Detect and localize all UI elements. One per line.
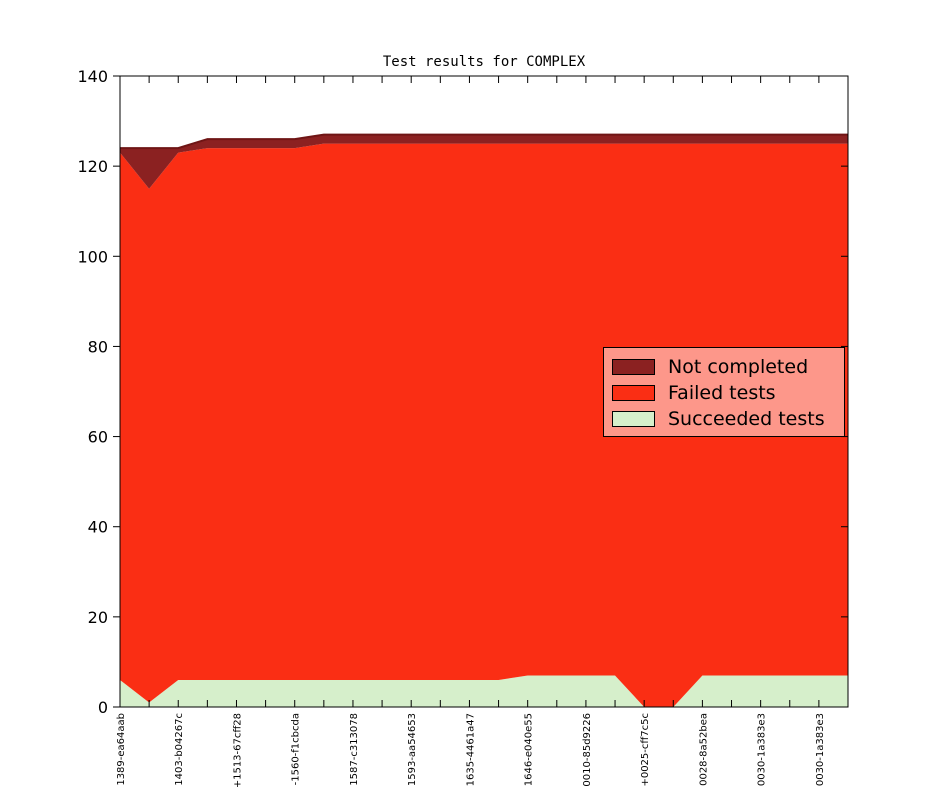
axes-frame [119, 75, 849, 708]
y-tick-label: 40 [88, 518, 108, 537]
x-tick-label: 1587-c313078 [349, 713, 360, 786]
x-tick-label: 1593-aa54653 [407, 713, 418, 786]
x-tick-label: 0028-8a52bea [698, 713, 709, 786]
legend-item-failed: Failed tests [612, 380, 844, 406]
legend-swatch-not-completed [612, 359, 655, 375]
y-tick-label: 120 [77, 157, 108, 176]
y-tick-label: 20 [88, 608, 108, 627]
y-tick-label: 100 [77, 247, 108, 266]
legend-swatch-failed [612, 385, 655, 401]
chart-title: Test results for COMPLEX [382, 54, 586, 70]
x-tick-label: 0010-85d9226 [582, 713, 593, 787]
y-tick-label: 60 [88, 428, 108, 447]
x-tick-label: 1389-ea64aab [116, 713, 127, 786]
x-tick-label: 0030-1a383e3 [757, 713, 768, 786]
legend-item-succeeded: Succeeded tests [612, 406, 844, 432]
x-tick-label: -1560-f1cbcda [291, 713, 302, 785]
area-failed [120, 143, 848, 708]
x-tick-label: 1403-b04267c [174, 713, 185, 786]
total-edge-line [120, 133, 848, 150]
legend: Not completed Failed tests Succeeded tes… [603, 347, 845, 437]
y-tick-label: 140 [77, 67, 108, 86]
x-tick-label: +0025-cff7c5c [640, 713, 651, 787]
x-tick-label: 1635-4461a47 [465, 713, 476, 786]
area-succeeded [120, 675, 848, 707]
legend-label-succeeded: Succeeded tests [668, 408, 825, 430]
legend-label-not-completed: Not completed [668, 356, 809, 378]
x-tick-label: 1646-e040e55 [524, 713, 535, 786]
legend-label-failed: Failed tests [668, 382, 776, 404]
y-tick-label: 0 [98, 698, 108, 717]
area-not_completed [120, 134, 848, 189]
legend-item-not-completed: Not completed [612, 354, 844, 380]
y-tick-label: 80 [88, 337, 108, 356]
x-tick-label: +1513-67cff28 [233, 713, 244, 787]
legend-swatch-succeeded [612, 411, 655, 427]
x-tick-label: 0030-1a383e3 [815, 713, 826, 786]
